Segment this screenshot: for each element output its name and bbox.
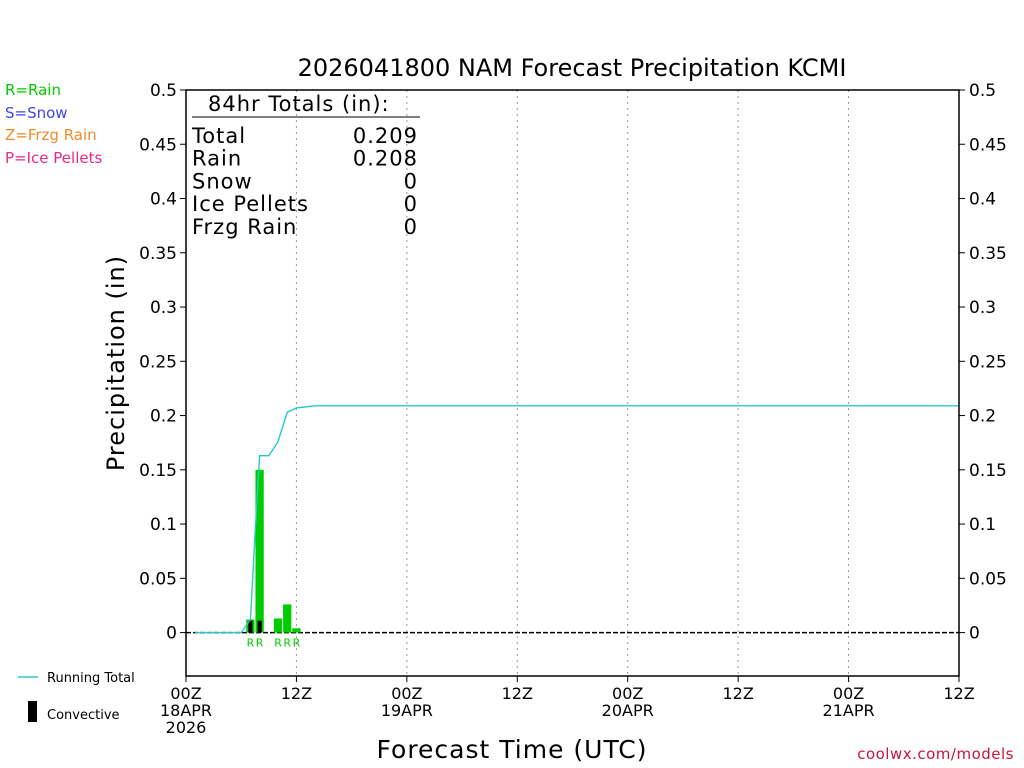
convective-bar xyxy=(248,620,253,633)
precip-type-label: R xyxy=(283,637,291,650)
chart-title: 2026041800 NAM Forecast Precipitation KC… xyxy=(298,54,847,82)
convective-bar xyxy=(257,620,262,633)
y-tick-label: 0.4 xyxy=(150,190,177,210)
convective-bars xyxy=(248,620,262,633)
precip-type-label: R xyxy=(293,637,301,650)
y-tick-label: 0.25 xyxy=(139,352,177,372)
y-tick-label-right: 0.1 xyxy=(969,515,996,535)
totals-box: 84hr Totals (in): Total 0.209 Rain 0.208 Sno… xyxy=(191,92,420,239)
y-tick-label-right: 0.15 xyxy=(969,461,1007,481)
totals-value: 0.209 xyxy=(353,124,418,148)
y-axis-left: 0 0.05 0.1 0.15 0.2 0.25 0.3 0.35 0.4 0.45 0.5 xyxy=(139,81,186,644)
totals-value: 0 xyxy=(404,169,418,193)
series-legend: Running Total Convective xyxy=(18,671,135,723)
y-axis-label: Precipitation (in) xyxy=(102,255,130,471)
precip-bar xyxy=(292,628,301,633)
y-tick-label-right: 0 xyxy=(969,624,980,644)
y-tick-label: 0.15 xyxy=(139,461,177,481)
running-total-legend-label: Running Total xyxy=(47,671,135,686)
y-tick-label: 0.05 xyxy=(139,569,177,589)
running-total-line xyxy=(195,405,959,634)
site-credit: coolwx.com/models xyxy=(857,745,1014,763)
totals-label: Ice Pellets xyxy=(192,192,309,216)
y-tick-label: 0.1 xyxy=(150,515,177,535)
y-tick-label: 0.3 xyxy=(150,298,177,318)
totals-heading: 84hr Totals (in): xyxy=(208,92,390,116)
totals-value: 0 xyxy=(404,215,418,239)
y-tick-label: 0.2 xyxy=(150,407,177,427)
y-tick-label-right: 0.5 xyxy=(969,81,996,101)
x-tick-label: 21APR xyxy=(823,701,875,720)
x-tick-label: 00Z xyxy=(170,684,201,703)
y-tick-label-right: 0.05 xyxy=(969,569,1007,589)
precip-bar xyxy=(273,618,283,633)
x-tick-label: 12Z xyxy=(281,684,312,703)
plot-frame xyxy=(185,89,960,677)
totals-label: Frzg Rain xyxy=(192,215,297,239)
y-tick-label: 0.5 xyxy=(150,81,177,101)
precip-type-legend-item: R=Rain xyxy=(5,81,61,99)
x-tick-label: 12Z xyxy=(722,684,753,703)
convective-swatch xyxy=(28,701,37,722)
y-tick-label-right: 0.25 xyxy=(969,352,1007,372)
precip-bar xyxy=(283,604,292,633)
x-tick-label: 12Z xyxy=(943,684,974,703)
precip-type-label: R xyxy=(247,637,255,650)
totals-label: Rain xyxy=(192,147,242,171)
totals-value: 0.208 xyxy=(353,147,418,171)
totals-label: Snow xyxy=(192,169,253,193)
y-tick-label-right: 0.4 xyxy=(969,190,996,210)
totals-label: Total xyxy=(191,124,246,148)
x-tick-label: 00Z xyxy=(391,684,422,703)
y-axis-right: 0 0.05 0.1 0.15 0.2 0.25 0.3 0.35 0.4 0.45 0.5 xyxy=(959,81,1007,644)
precip-type-legend-item: Z=Frzg Rain xyxy=(5,126,97,145)
vertical-grid-lines xyxy=(295,90,850,676)
x-tick-label: 19APR xyxy=(381,701,433,720)
x-tick-label: 18APR xyxy=(160,701,212,720)
precip-bar xyxy=(255,469,264,633)
x-axis-label: Forecast Time (UTC) xyxy=(377,735,648,764)
precip-type-label: R xyxy=(256,637,264,650)
precip-type-legend-item: P=Ice Pellets xyxy=(5,148,103,167)
convective-legend-label: Convective xyxy=(47,708,120,723)
precip-type-legend-item: S=Snow xyxy=(5,103,68,122)
x-tick-label: 2026 xyxy=(166,718,207,737)
y-tick-label: 0.35 xyxy=(139,244,177,264)
y-tick-label-right: 0.3 xyxy=(969,298,996,318)
y-tick-label-right: 0.35 xyxy=(969,244,1007,264)
x-tick-label: 20APR xyxy=(602,701,654,720)
y-tick-label: 0.45 xyxy=(139,135,177,155)
y-tick-label-right: 0.45 xyxy=(969,135,1007,155)
totals-value: 0 xyxy=(404,192,418,216)
x-tick-label: 00Z xyxy=(612,684,643,703)
y-tick-label: 0 xyxy=(166,624,177,644)
y-tick-label-right: 0.2 xyxy=(969,407,996,427)
x-tick-label: 00Z xyxy=(833,684,864,703)
precip-type-label: R xyxy=(274,637,282,650)
totals-rows: Total 0.209 Rain 0.208 Snow 0 Ice Pellets 0 Frzg… xyxy=(191,124,418,239)
x-tick-label: 12Z xyxy=(502,684,533,703)
